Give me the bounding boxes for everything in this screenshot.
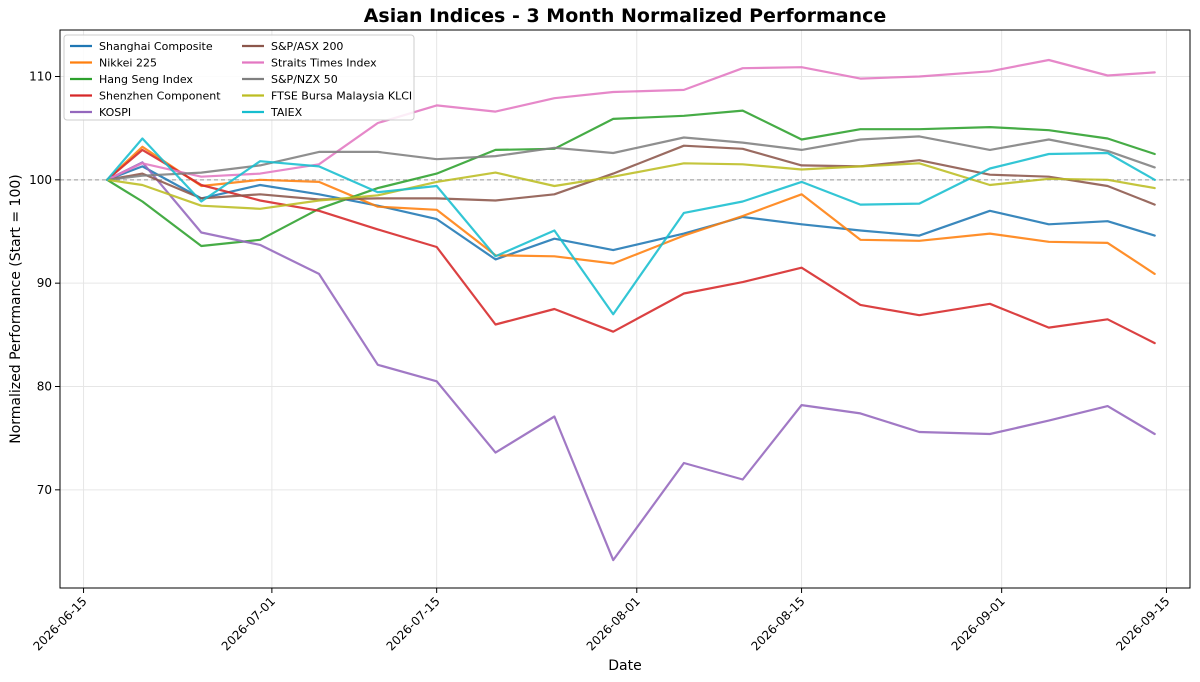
y-axis-ticks: 70 80 90 100 110 (29, 70, 60, 497)
legend-item-s-p-nzx-50[interactable]: S&P/NZX 50 (242, 73, 338, 86)
y-tick-label: 100 (29, 173, 52, 187)
legend-item-shanghai-composite[interactable]: Shanghai Composite (70, 40, 213, 53)
legend-label: TAIEX (270, 106, 303, 119)
y-tick-label: 80 (37, 380, 52, 394)
legend[interactable]: Shanghai Composite Nikkei 225 Hang Seng In… (63, 34, 415, 121)
legend-label: Straits Times Index (271, 57, 377, 70)
legend-label: Shenzhen Component (99, 90, 221, 103)
y-tick-label: 70 (37, 483, 52, 497)
y-tick-label: 90 (37, 276, 52, 290)
series-line-ftse-bursa-malaysia-klci (105, 162, 1156, 210)
series-line-s-p-asx-200 (105, 144, 1156, 206)
chart-title: Asian Indices - 3 Month Normalized Perfo… (364, 5, 887, 27)
series-line-kospi (105, 161, 1156, 562)
legend-item-taiex[interactable]: TAIEX (242, 106, 303, 119)
series-line-straits-times-index (105, 58, 1156, 181)
legend-item-ftse-bursa-malaysia-klci[interactable]: FTSE Bursa Malaysia KLCI (242, 90, 412, 103)
legend-item-s-p-asx-200[interactable]: S&P/ASX 200 (242, 40, 343, 53)
legend-item-kospi[interactable]: KOSPI (70, 106, 131, 119)
series-line-nikkei-225 (105, 145, 1156, 275)
series-lines (105, 58, 1156, 562)
legend-label: S&P/NZX 50 (271, 73, 338, 86)
legend-item-nikkei-225[interactable]: Nikkei 225 (70, 57, 157, 70)
series-line-shenzhen-component (105, 148, 1156, 345)
y-axis-label: Normalized Performance (Start = 100) (8, 174, 24, 444)
legend-label: S&P/ASX 200 (271, 40, 343, 53)
legend-label: Shanghai Composite (99, 40, 213, 53)
legend-item-hang-seng-index[interactable]: Hang Seng Index (70, 73, 193, 86)
legend-label: Hang Seng Index (99, 73, 193, 86)
legend-item-shenzhen-component[interactable]: Shenzhen Component (70, 90, 221, 103)
series-line-hang-seng-index (105, 109, 1156, 248)
legend-label: FTSE Bursa Malaysia KLCI (271, 90, 412, 103)
series-line-taiex (105, 137, 1156, 316)
plot-frame (59, 29, 1191, 589)
legend-label: Nikkei 225 (99, 57, 157, 70)
legend-item-straits-times-index[interactable]: Straits Times Index (242, 57, 377, 70)
legend-label: KOSPI (99, 106, 131, 119)
y-tick-label: 110 (29, 70, 52, 84)
series-line-s-p-nzx-50 (105, 135, 1156, 181)
legend-box (63, 34, 415, 121)
x-axis-label: Date (608, 658, 641, 674)
series-line-shanghai-composite (105, 165, 1156, 261)
